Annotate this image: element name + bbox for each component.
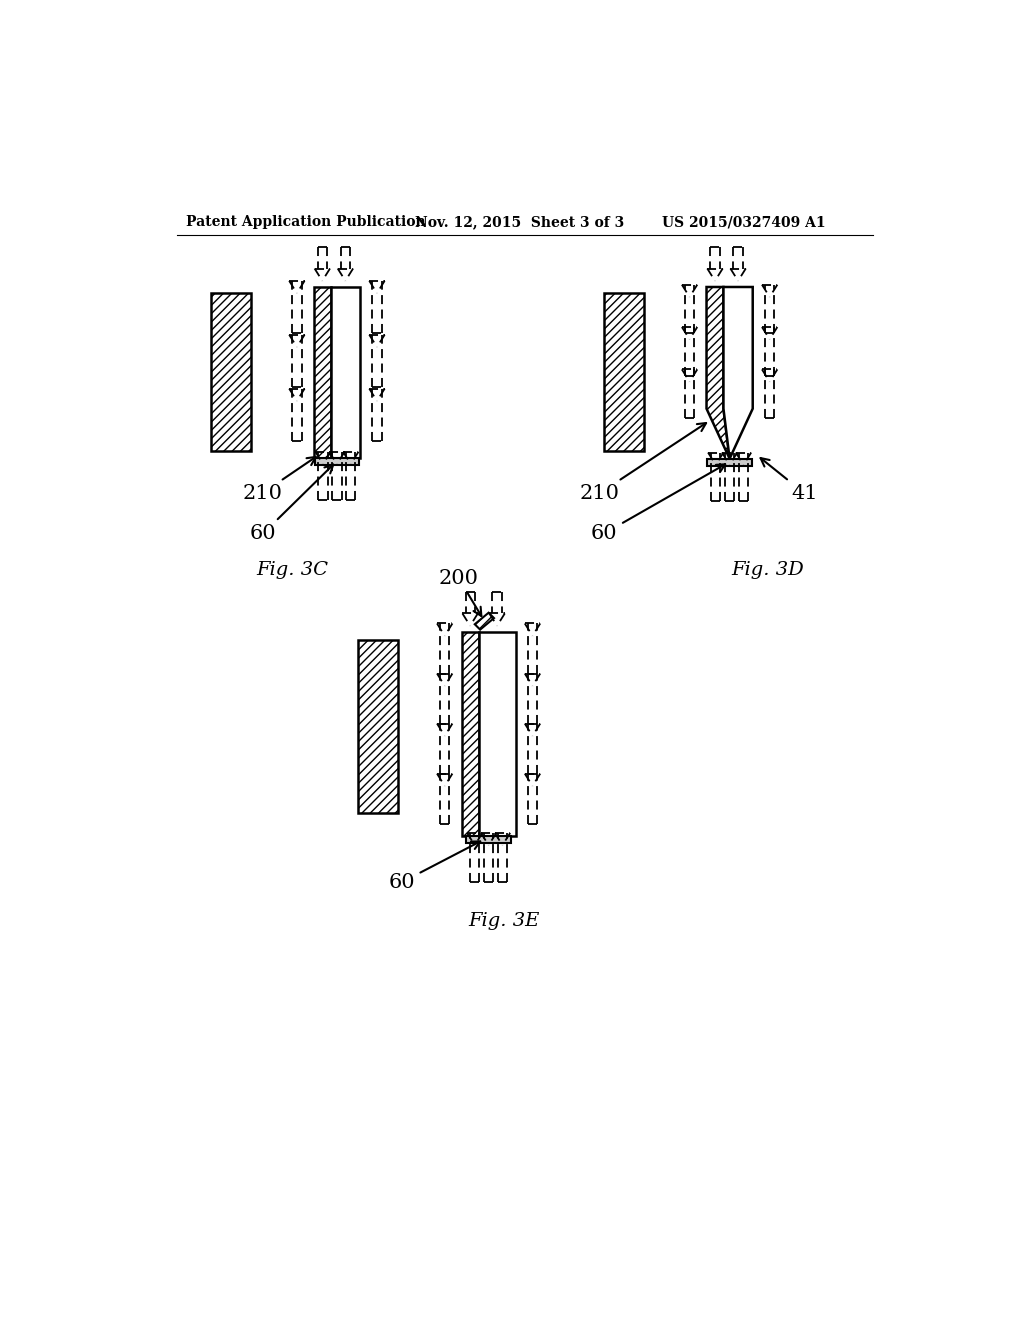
Text: Fig. 3E: Fig. 3E [468, 912, 540, 929]
Text: Nov. 12, 2015  Sheet 3 of 3: Nov. 12, 2015 Sheet 3 of 3 [416, 215, 625, 230]
Polygon shape [724, 286, 753, 459]
Polygon shape [466, 836, 511, 843]
Text: Fig. 3C: Fig. 3C [256, 561, 329, 579]
Text: 41: 41 [761, 458, 818, 503]
Text: 60: 60 [591, 465, 725, 543]
Polygon shape [313, 286, 331, 458]
Polygon shape [314, 458, 359, 465]
Text: 60: 60 [388, 841, 480, 892]
Text: 210: 210 [580, 422, 707, 503]
Text: 200: 200 [438, 569, 481, 616]
Text: US 2015/0327409 A1: US 2015/0327409 A1 [662, 215, 825, 230]
Polygon shape [708, 459, 752, 466]
Text: 60: 60 [250, 465, 333, 543]
Polygon shape [462, 632, 478, 836]
Polygon shape [357, 640, 397, 813]
Polygon shape [604, 293, 644, 451]
Polygon shape [211, 293, 252, 451]
Text: Patent Application Publication: Patent Application Publication [186, 215, 426, 230]
Polygon shape [475, 612, 494, 630]
Polygon shape [331, 286, 360, 458]
Text: 210: 210 [243, 457, 315, 503]
Polygon shape [478, 632, 515, 836]
Text: Fig. 3D: Fig. 3D [732, 561, 805, 579]
Polygon shape [707, 286, 730, 459]
